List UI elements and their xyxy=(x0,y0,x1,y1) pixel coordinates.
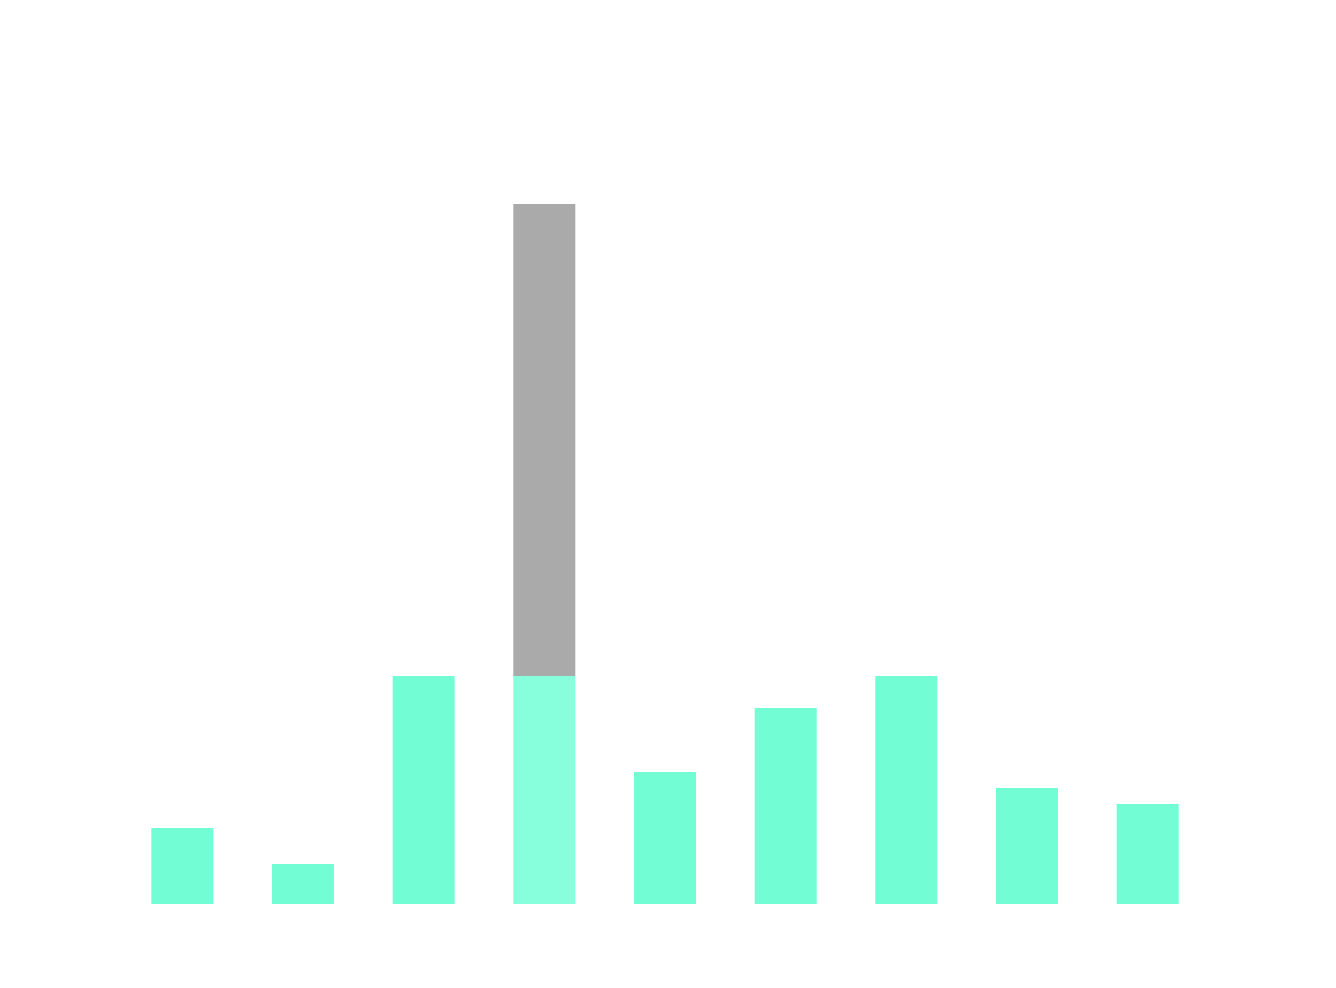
bar-3-series-1 xyxy=(392,676,455,904)
bar-4-series-1 xyxy=(513,676,576,904)
bar-6-series-1 xyxy=(754,708,817,904)
bar-7-series-1 xyxy=(875,676,938,904)
bar-1-series-1 xyxy=(151,828,214,904)
bar-4-series-2 xyxy=(513,204,576,676)
bar-8-series-1 xyxy=(996,788,1058,904)
bar-9-series-1 xyxy=(1116,804,1179,904)
bars-layer xyxy=(151,204,1179,904)
bar-5-series-1 xyxy=(634,772,696,904)
bar-2-series-1 xyxy=(272,864,334,904)
